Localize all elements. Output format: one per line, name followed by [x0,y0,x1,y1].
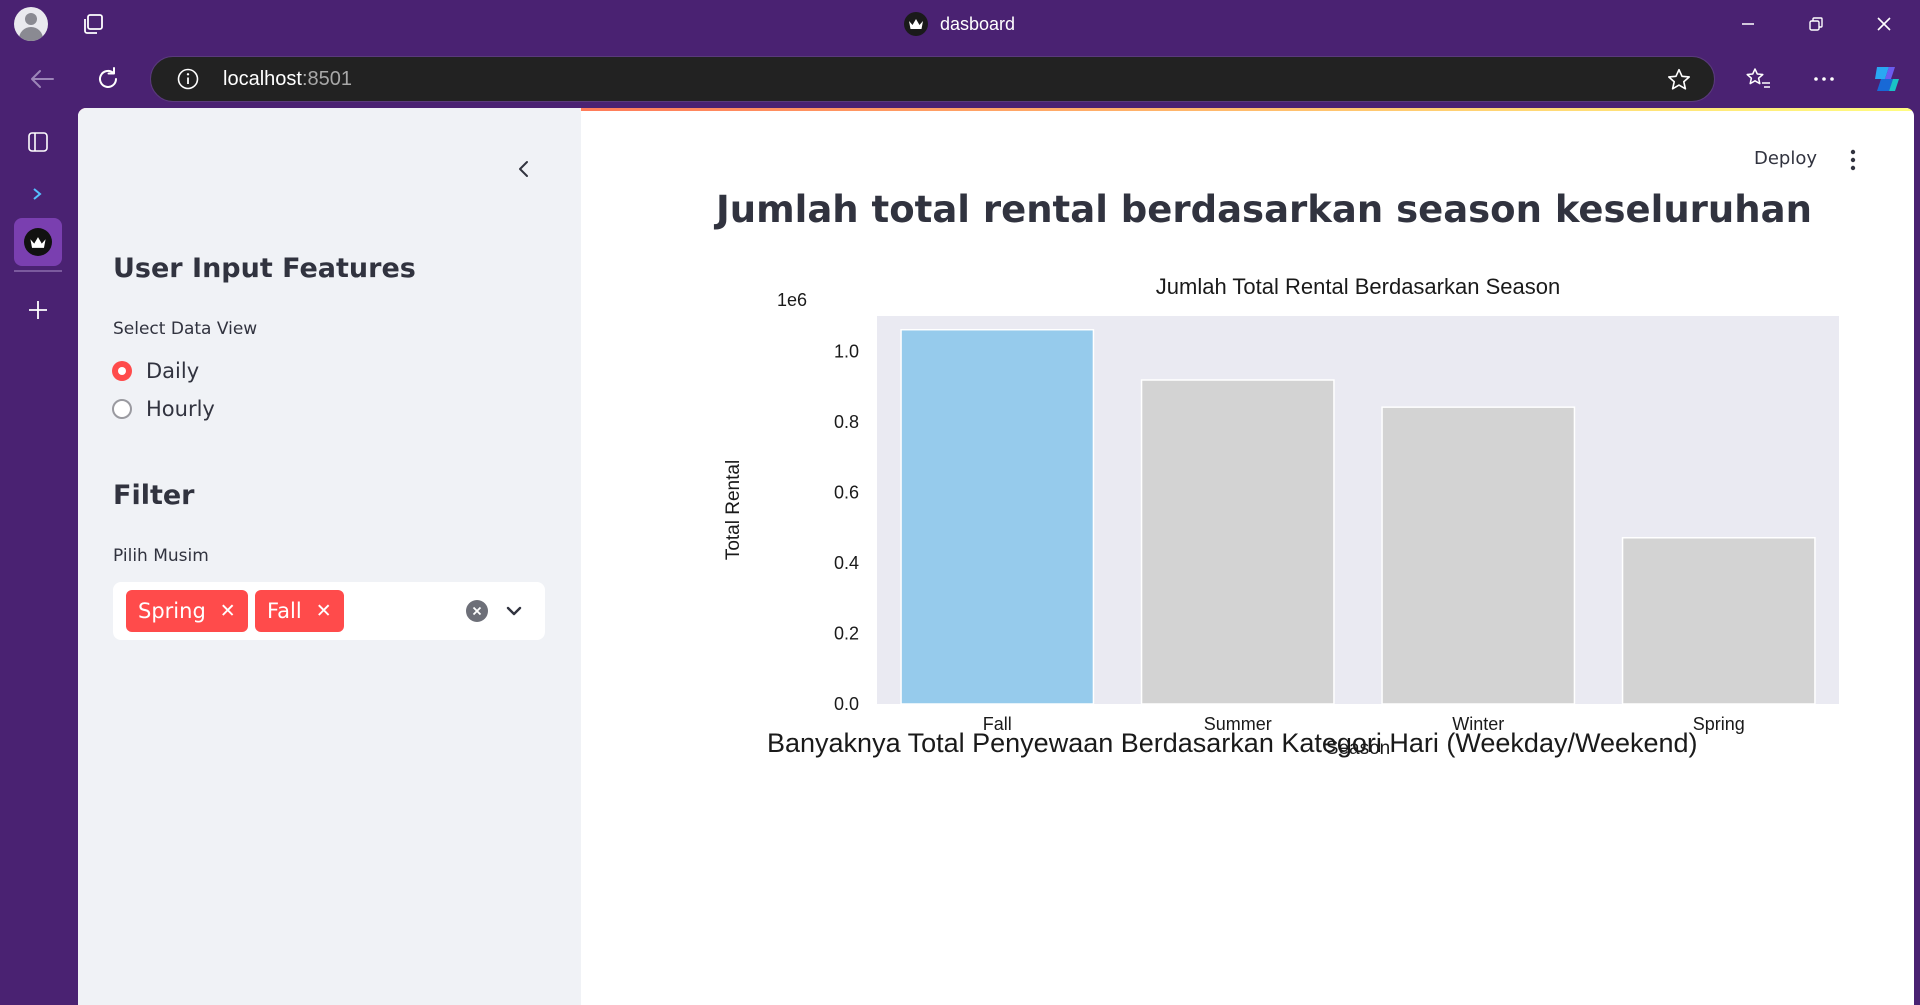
data-view-label: Select Data View [113,319,258,339]
favorites-icon[interactable] [1740,61,1776,97]
vertical-tab-strip [0,108,76,1005]
y-tick-label: 0.2 [834,623,859,643]
bar-summer [1140,379,1335,705]
season-bar-chart: Jumlah Total Rental Berdasarkan Season 1e… [723,274,1839,759]
copilot-icon[interactable] [1867,61,1903,97]
chip-fall: Fall ✕ [255,590,344,632]
back-button[interactable] [24,61,60,97]
vertical-tab-terminal[interactable] [14,170,62,218]
clear-all-icon[interactable] [466,600,488,622]
radio-label: Hourly [146,397,215,421]
season-multiselect[interactable]: Spring ✕ Fall ✕ [113,582,545,640]
remove-chip-icon[interactable]: ✕ [315,600,332,622]
streamlit-crown-icon [904,12,928,36]
chip-spring: Spring ✕ [126,590,248,632]
remove-chip-icon[interactable]: ✕ [219,600,236,622]
site-info-icon[interactable] [177,68,199,90]
chevron-down-icon[interactable] [501,598,527,624]
refresh-button[interactable] [90,61,126,97]
collapse-sidebar-button[interactable] [508,154,538,184]
browser-toolbar: localhost:8501 [0,48,1920,108]
tab-actions-icon[interactable] [80,12,106,36]
radio-option-daily[interactable]: Daily [112,357,199,385]
season-select-label: Pilih Musim [113,546,209,566]
favorite-star-icon[interactable] [1666,67,1692,98]
tab-panel-icon[interactable] [14,118,62,166]
x-axis-label: Season [1326,738,1390,759]
new-tab-button[interactable] [14,286,62,334]
bar-spring [1621,536,1816,705]
radio-button-selected[interactable] [112,361,132,381]
bar-winter [1381,406,1576,705]
sidebar-header: User Input Features [113,253,416,284]
streamlit-app: User Input Features Select Data View Dai… [78,108,1914,1005]
x-tick-label: Winter [1452,714,1504,734]
deploy-button[interactable]: Deploy [1754,148,1818,169]
vertical-tab-dasboard[interactable] [14,218,62,266]
browser-title-bar: dasboard [0,0,1920,48]
page-title: Jumlah total rental berdasarkan season k… [716,188,1812,231]
chip-label: Fall [267,599,302,623]
y-tick-label: 0.8 [834,412,859,432]
y-tick-label: 1.0 [834,341,859,361]
y-tick-label: 0.4 [834,553,859,573]
more-options-icon[interactable] [1806,61,1842,97]
x-tick-label: Spring [1693,714,1745,734]
profile-avatar[interactable] [14,7,48,41]
chip-label: Spring [138,599,206,623]
restore-button[interactable] [1794,8,1838,40]
address-bar[interactable]: localhost:8501 [150,56,1715,102]
y-offset-label: 1e6 [777,290,807,310]
y-axis-label: Total Rental [723,460,744,560]
close-window-button[interactable] [1862,8,1906,40]
x-tick-label: Fall [983,714,1012,734]
app-header-decoration [78,108,1914,111]
bar-fall [900,328,1095,705]
x-tick-label: Summer [1204,714,1272,734]
section-subtitle: Banyaknya Total Penyewaan Berdasarkan Ka… [767,728,1698,758]
tab-separator [14,270,62,272]
minimize-button[interactable] [1726,8,1770,40]
active-tab[interactable]: dasboard [904,10,1015,38]
radio-label: Daily [146,359,200,383]
radio-option-hourly[interactable]: Hourly [112,395,215,423]
chart-title: Jumlah Total Rental Berdasarkan Season [1156,274,1560,299]
streamlit-crown-icon [24,228,52,256]
tab-title-text: dasboard [940,13,1016,34]
sidebar: User Input Features Select Data View Dai… [78,108,581,1005]
y-tick-label: 0.0 [834,694,859,714]
filter-header: Filter [113,480,195,511]
radio-button[interactable] [112,399,132,419]
url-text: localhost:8501 [223,68,352,90]
main-menu-icon[interactable] [1843,148,1863,172]
y-tick-label: 0.6 [834,482,859,502]
